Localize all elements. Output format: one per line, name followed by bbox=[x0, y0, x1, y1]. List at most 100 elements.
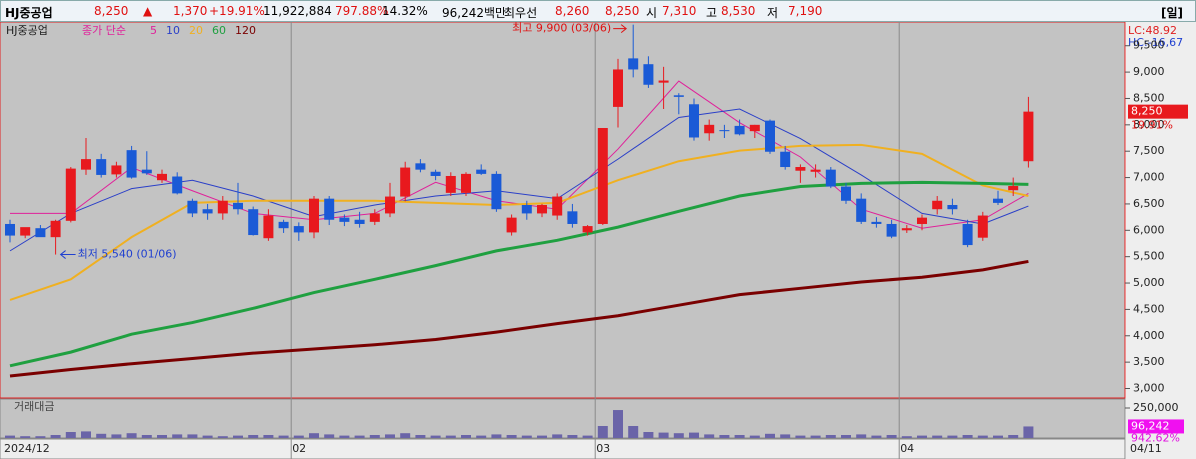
candle-body bbox=[217, 200, 228, 214]
candle-body bbox=[1008, 186, 1019, 191]
volume-bar bbox=[643, 432, 654, 438]
candle-body bbox=[856, 198, 867, 222]
candle-body bbox=[324, 198, 335, 220]
volume-bar bbox=[111, 434, 122, 438]
volume-bar bbox=[871, 435, 882, 438]
candle-body bbox=[765, 120, 775, 152]
candle-body bbox=[111, 165, 122, 175]
y-tick-label: 4,000 bbox=[1133, 329, 1165, 342]
legend-entry: 20 bbox=[189, 24, 203, 37]
volume-bar bbox=[886, 435, 897, 438]
price: 8,250 bbox=[94, 4, 129, 18]
chart: HJ중공업 종가 단순 LC:48.92 HC:-16,67 거래대금 04/1… bbox=[0, 22, 1196, 459]
candle-body bbox=[795, 167, 806, 171]
y-tick-label: 4,500 bbox=[1133, 302, 1165, 315]
low-label: 저 bbox=[767, 6, 779, 20]
candle-body bbox=[613, 69, 623, 107]
high: 8,530 bbox=[721, 4, 756, 18]
ma-line bbox=[9, 108, 1029, 252]
candle-body bbox=[521, 204, 532, 214]
volume-bar bbox=[491, 434, 502, 438]
price-panel bbox=[0, 22, 1126, 399]
volume-bar bbox=[506, 435, 517, 438]
header-bar: HJ중공업 8,250 ▲ 1,370 +19.91% 11,922,884 7… bbox=[0, 0, 1196, 22]
candle-body bbox=[658, 80, 669, 83]
ask: 8,260 bbox=[555, 4, 590, 18]
y-tick-label: 3,000 bbox=[1133, 382, 1165, 395]
volume-bar bbox=[810, 435, 821, 438]
volume-bar bbox=[217, 436, 228, 438]
bid: 8,250 bbox=[605, 4, 640, 18]
candle-body bbox=[962, 223, 973, 246]
volume-bar bbox=[278, 435, 289, 438]
volume-bar bbox=[613, 410, 623, 438]
volume-bar bbox=[734, 435, 745, 438]
x-tick-label: 04 bbox=[900, 442, 914, 455]
y-tick-label: 9,500 bbox=[1133, 39, 1165, 52]
volume-bar bbox=[233, 435, 243, 438]
candle-body bbox=[339, 217, 350, 222]
candle-body bbox=[35, 228, 46, 238]
volume-bar bbox=[1008, 435, 1019, 438]
volume-bar bbox=[385, 434, 395, 438]
volume-bar bbox=[673, 433, 684, 438]
candle-body bbox=[20, 227, 31, 236]
candle-body bbox=[673, 95, 684, 97]
volume-bar bbox=[932, 435, 943, 438]
volume-bar bbox=[917, 435, 927, 438]
current-volume-label: 96,242 bbox=[1131, 419, 1170, 432]
y-tick-label: 8,000 bbox=[1133, 118, 1165, 131]
volume-bar bbox=[81, 431, 91, 438]
candle-body bbox=[50, 220, 61, 238]
y-tick-label: 6,500 bbox=[1133, 197, 1165, 210]
candle-body bbox=[810, 169, 821, 172]
candle-body bbox=[901, 228, 912, 231]
y-tick-label: 7,500 bbox=[1133, 144, 1165, 157]
candle-body bbox=[749, 124, 760, 132]
candle-body bbox=[445, 175, 456, 193]
volume-bar bbox=[324, 434, 335, 438]
y-tick-label: 6,000 bbox=[1133, 223, 1165, 236]
volume-bar bbox=[597, 426, 608, 438]
current-volume-box bbox=[1128, 419, 1184, 434]
volume-bar bbox=[157, 435, 167, 438]
volume-bar bbox=[141, 435, 152, 438]
candle-body bbox=[278, 221, 289, 229]
volume-bar bbox=[187, 434, 198, 438]
candle-body bbox=[172, 176, 183, 194]
volume-bar bbox=[780, 434, 791, 438]
candle-body bbox=[628, 58, 639, 70]
candle-body bbox=[354, 219, 365, 224]
candle-body bbox=[552, 196, 563, 216]
candle-body bbox=[233, 202, 243, 210]
ma-line bbox=[9, 180, 1029, 368]
volume-bar bbox=[582, 435, 593, 438]
candle-body bbox=[917, 217, 927, 224]
candle-body bbox=[415, 163, 426, 170]
volume-bar bbox=[445, 435, 456, 438]
candle-body bbox=[993, 198, 1003, 203]
volume-bar bbox=[293, 435, 304, 438]
volume-bar bbox=[947, 435, 958, 438]
volume-bar bbox=[993, 435, 1003, 438]
candle-body bbox=[491, 173, 502, 210]
candle-body bbox=[567, 211, 578, 224]
volume-bar bbox=[400, 433, 411, 438]
candle-body bbox=[977, 215, 988, 238]
hc-label: HC:-16,67 bbox=[1128, 36, 1183, 49]
y-tick-label: 8,500 bbox=[1133, 91, 1165, 104]
legend-entry: 120 bbox=[235, 24, 256, 37]
candle-body bbox=[126, 150, 137, 178]
y-tick-label: 3,500 bbox=[1133, 355, 1165, 368]
volume-bar bbox=[704, 434, 715, 438]
candle-body bbox=[780, 151, 791, 168]
y-tick-label: 9,000 bbox=[1133, 65, 1165, 78]
volume-bar bbox=[856, 434, 867, 438]
candle-body bbox=[734, 125, 745, 135]
volume-bar bbox=[765, 433, 775, 438]
volume-bar bbox=[430, 435, 441, 438]
high-label: 고 bbox=[706, 6, 718, 20]
volume-bar bbox=[35, 436, 46, 438]
candle-body bbox=[461, 173, 471, 193]
legend-ma-label: 종가 단순 bbox=[82, 24, 126, 37]
